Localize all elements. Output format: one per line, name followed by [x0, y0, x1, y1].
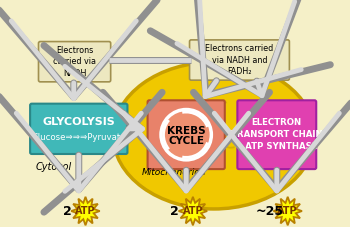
FancyBboxPatch shape — [30, 104, 127, 154]
Text: ELECTRON
TRANSPORT CHAIN
+ ATP SYNTHASE: ELECTRON TRANSPORT CHAIN + ATP SYNTHASE — [231, 118, 323, 151]
Circle shape — [161, 110, 211, 160]
Text: ATP: ATP — [75, 206, 96, 216]
Text: ATP: ATP — [278, 206, 298, 216]
Polygon shape — [273, 197, 302, 225]
Text: GLYCOLYSIS: GLYCOLYSIS — [42, 117, 115, 127]
Text: Electrons
carried via
NADH: Electrons carried via NADH — [53, 46, 96, 78]
FancyBboxPatch shape — [38, 42, 111, 82]
FancyBboxPatch shape — [148, 100, 225, 169]
Text: CYCLE: CYCLE — [168, 136, 204, 146]
Text: Electrons carried
via NADH and
FADH₂: Electrons carried via NADH and FADH₂ — [205, 44, 274, 76]
Text: ~25: ~25 — [255, 205, 283, 217]
FancyBboxPatch shape — [237, 100, 316, 169]
Polygon shape — [71, 197, 100, 225]
FancyBboxPatch shape — [190, 40, 289, 80]
Text: Mitochondrion: Mitochondrion — [142, 168, 207, 177]
Text: 2: 2 — [170, 205, 179, 217]
Text: ATP: ATP — [183, 206, 203, 216]
Ellipse shape — [113, 62, 315, 209]
Text: Glucose⇒⇒⇒Pyruvate: Glucose⇒⇒⇒Pyruvate — [32, 133, 126, 142]
Text: KREBS: KREBS — [167, 126, 205, 136]
Polygon shape — [178, 197, 207, 225]
Text: Cytosol: Cytosol — [35, 162, 71, 172]
Text: 2: 2 — [63, 205, 71, 217]
